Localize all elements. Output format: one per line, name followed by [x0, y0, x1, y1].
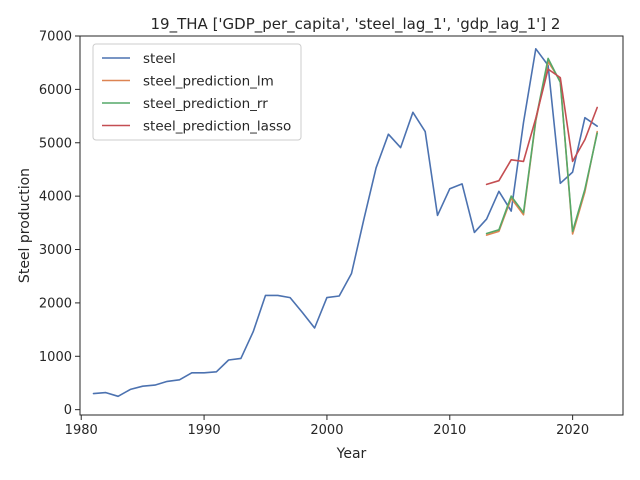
x-tick-label: 2000 — [310, 423, 343, 438]
y-tick-label: 3000 — [39, 243, 72, 258]
x-tick-label: 2010 — [433, 423, 466, 438]
y-axis: 0 1000 2000 3000 4000 5000 6000 7000 — [39, 30, 80, 418]
series-layer — [92, 47, 599, 398]
x-tick-label: 1980 — [65, 423, 98, 438]
series-line-steel-prediction-rr — [485, 57, 599, 235]
x-axis-label: Year — [336, 446, 367, 462]
y-tick-label: 6000 — [39, 83, 72, 98]
x-tick-label: 1990 — [188, 423, 221, 438]
legend-label: steel_prediction_lasso — [143, 119, 291, 135]
y-axis-label: Steel production — [17, 168, 33, 283]
plot-area: 1980 1990 2000 2010 2020 0 1000 2000 3000 4000 50… — [39, 30, 624, 438]
legend: steel steel_prediction_lm steel_prediction… — [92, 43, 302, 141]
y-tick-label: 0 — [64, 403, 72, 418]
y-tick-label: 7000 — [39, 30, 72, 45]
legend-label: steel_prediction_rr — [143, 96, 268, 112]
y-tick-label: 1000 — [39, 350, 72, 365]
y-tick-label: 2000 — [39, 296, 72, 311]
series-line-steel — [92, 47, 599, 398]
series-line-steel-prediction-lasso — [485, 68, 599, 186]
legend-entries: steel steel_prediction_lm steel_prediction… — [102, 51, 291, 135]
legend-box — [92, 43, 302, 141]
plot-frame — [79, 35, 624, 416]
y-tick-label: 4000 — [39, 190, 72, 205]
chart-title: 19_THA ['GDP_per_capita', 'steel_lag_1',… — [151, 15, 561, 34]
x-axis: 1980 1990 2000 2010 2020 — [65, 415, 589, 438]
x-tick-label: 2020 — [556, 423, 589, 438]
legend-label: steel_prediction_lm — [143, 74, 274, 90]
legend-label: steel — [143, 51, 176, 67]
y-tick-label: 5000 — [39, 136, 72, 151]
